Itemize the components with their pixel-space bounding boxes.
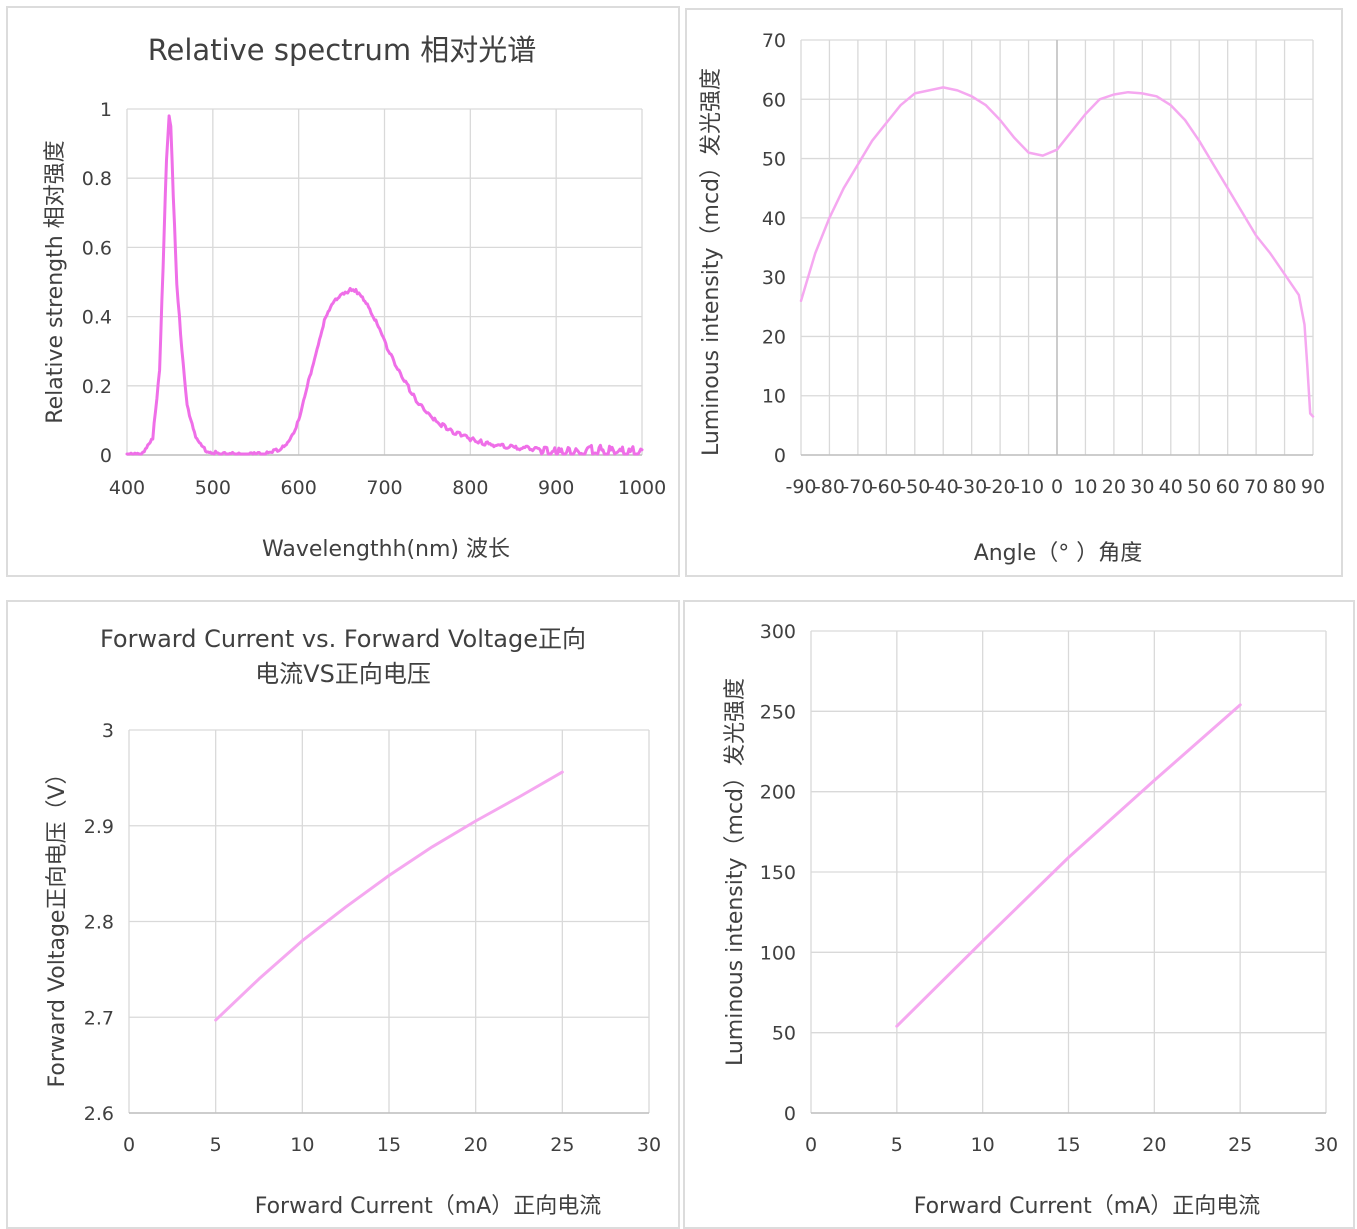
x-tick-label: 50 [1187,476,1211,498]
x-tick-label: 20 [1142,1134,1166,1156]
gridlines [810,630,1327,1114]
x-tick-label: 40 [1159,476,1183,498]
x-tick-label: 0 [123,1134,135,1156]
y-tick-label: 2.7 [84,1007,114,1029]
x-tick-label: -30 [956,476,987,498]
x-tick-label: -60 [871,476,902,498]
y-tick-label: 0 [784,1103,796,1125]
gridlines [126,108,643,456]
x-tick-label: 80 [1272,476,1296,498]
x-tick-label: 400 [109,477,145,499]
x-tick-label: -20 [985,476,1016,498]
y-tick-label: 200 [760,782,796,804]
spectrum-x-axis-label: Wavelengthh(nm) 波长 [262,537,510,562]
y-tick-label: 2.9 [84,816,114,838]
x-tick-label: 30 [637,1134,661,1156]
spectrum-chart-panel [6,6,680,577]
y-tick-label: 0 [774,445,786,467]
y-tick-label: 0.8 [82,168,112,190]
x-tick-label: 900 [538,477,574,499]
x-tick-label: 5 [891,1134,903,1156]
y-tick-label: 60 [762,89,786,111]
y-tick-label: 0.2 [82,376,112,398]
y-tick-label: 0 [100,445,112,467]
voltage-chart-panel [6,600,680,1229]
x-tick-label: -40 [928,476,959,498]
y-tick-label: 2.6 [84,1103,114,1125]
y-tick-label: 2.8 [84,912,114,934]
y-tick-label: 0.4 [82,307,112,329]
series-line [799,86,1315,418]
x-tick-label: -50 [899,476,930,498]
x-tick-label: 60 [1216,476,1240,498]
y-tick-label: 20 [762,326,786,348]
series-line [214,770,564,1022]
x-tick-label: 500 [195,477,231,499]
x-tick-label: 15 [377,1134,401,1156]
y-tick-label: 0.6 [82,237,112,259]
x-tick-label: 10 [971,1134,995,1156]
y-tick-label: 10 [762,386,786,408]
x-tick-label: 0 [805,1134,817,1156]
intensity-chart-panel [683,600,1355,1229]
x-tick-label: 600 [281,477,317,499]
y-tick-label: 250 [760,701,796,723]
x-tick-label: 10 [1073,476,1097,498]
x-tick-label: 5 [210,1134,222,1156]
x-tick-label: -70 [842,476,873,498]
y-tick-label: 100 [760,942,796,964]
intensity-plot: 0 50 100 150 200 250 300 0 5 10 15 20 25 30 [760,621,1338,1156]
x-tick-label: 25 [550,1134,574,1156]
x-tick-label: 25 [1228,1134,1252,1156]
voltage-y-axis-label: Forward Voltage正向电压（V） [45,762,70,1087]
x-tick-label: 30 [1130,476,1154,498]
x-tick-label: -90 [785,476,816,498]
angle-x-axis-label: Angle（° ）角度 [974,541,1143,566]
y-tick-label: 40 [762,208,786,230]
y-tick-label: 300 [760,621,796,643]
spectrum-chart-title: Relative spectrum 相对光谱 [148,33,537,67]
y-tick-label: 50 [772,1023,796,1045]
voltage-chart-title-line2: 电流VS正向电压 [255,660,431,688]
intensity-y-axis-label: Luminous intensity（mcd）发光强度 [723,678,748,1066]
x-tick-label: -80 [814,476,845,498]
x-tick-label: 0 [1051,476,1063,498]
y-tick-label: 70 [762,30,786,52]
x-tick-label: 90 [1301,476,1325,498]
y-tick-label: 30 [762,267,786,289]
voltage-plot: 2.62.72.82.930 5 10 15 20 25 30 [84,720,661,1156]
x-tick-label: 70 [1244,476,1268,498]
angle-chart-panel [685,8,1343,577]
x-tick-label: 800 [452,477,488,499]
x-tick-label: 10 [290,1134,314,1156]
gridlines [128,729,650,1114]
x-tick-label: 30 [1314,1134,1338,1156]
x-tick-label: 1000 [618,477,666,499]
series-line [895,703,1242,1028]
y-tick-label: 1 [100,99,112,121]
x-tick-label: 20 [1102,476,1126,498]
angle-plot: 010203040506070-90-80-70-60-50-40-30-20-… [762,30,1325,498]
y-tick-label: 150 [760,862,796,884]
angle-y-axis-label: Luminous intensity（mcd）发光强度 [699,68,724,456]
spectrum-y-axis-label: Relative strength 相对强度 [43,140,68,423]
x-tick-label: 15 [1056,1134,1080,1156]
x-tick-label: -10 [1013,476,1044,498]
voltage-chart-title-line1: Forward Current vs. Forward Voltage正向 [100,625,586,653]
x-tick-label: 700 [366,477,402,499]
x-tick-label: 20 [464,1134,488,1156]
voltage-x-axis-label: Forward Current（mA）正向电流 [255,1194,602,1219]
series-line [125,114,644,456]
y-tick-label: 50 [762,149,786,171]
y-tick-label: 3 [102,720,114,742]
spectrum-plot: 0 0.2 0.4 0.6 0.8 1 400 500 600 700 800 900 1000 [82,99,666,499]
intensity-x-axis-label: Forward Current（mA）正向电流 [914,1194,1261,1219]
